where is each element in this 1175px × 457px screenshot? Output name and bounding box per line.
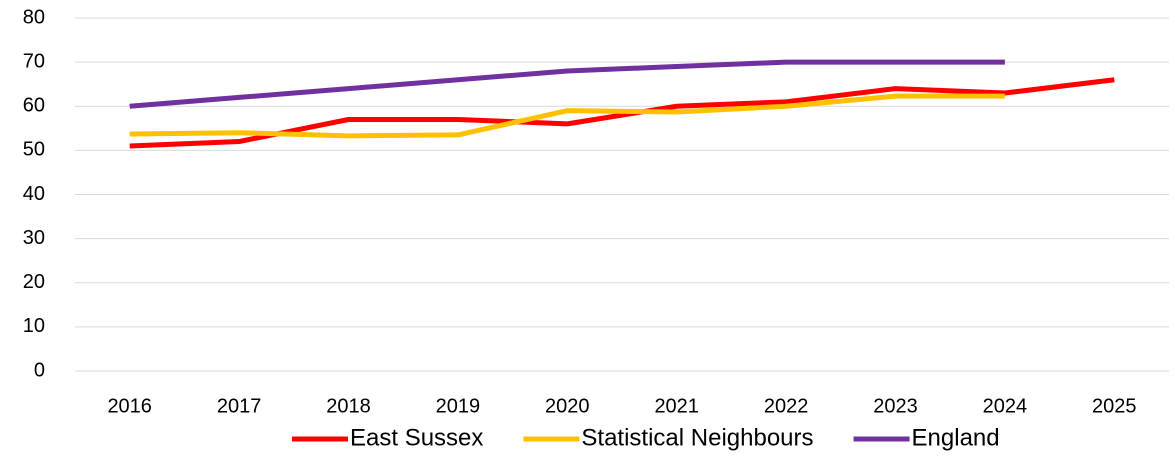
y-tick-label: 0 <box>34 359 45 381</box>
y-tick-label: 80 <box>23 6 45 28</box>
y-tick-label: 20 <box>23 271 45 293</box>
x-tick-label: 2020 <box>545 395 590 417</box>
y-tick-label: 50 <box>23 139 45 161</box>
legend-label: East Sussex <box>350 424 483 451</box>
x-tick-label: 2024 <box>983 395 1028 417</box>
series-line <box>129 93 1005 139</box>
x-tick-label: 2021 <box>654 395 699 417</box>
y-tick-label: 40 <box>23 183 45 205</box>
x-tick-label: 2019 <box>436 395 481 417</box>
series-line <box>129 59 1005 109</box>
y-tick-label: 30 <box>23 227 45 249</box>
y-tick-label: 10 <box>23 315 45 337</box>
x-tick-label: 2025 <box>1092 395 1137 417</box>
x-tick-label: 2022 <box>764 395 809 417</box>
legend-label: England <box>912 424 1000 451</box>
x-tick-label: 2017 <box>217 395 262 417</box>
x-tick-label: 2016 <box>107 395 152 417</box>
y-tick-label: 70 <box>23 50 45 72</box>
x-tick-label: 2018 <box>326 395 371 417</box>
legend-label: Statistical Neighbours <box>581 424 813 451</box>
series-line <box>129 77 1115 149</box>
x-tick-label: 2023 <box>873 395 918 417</box>
y-tick-label: 60 <box>23 95 45 117</box>
